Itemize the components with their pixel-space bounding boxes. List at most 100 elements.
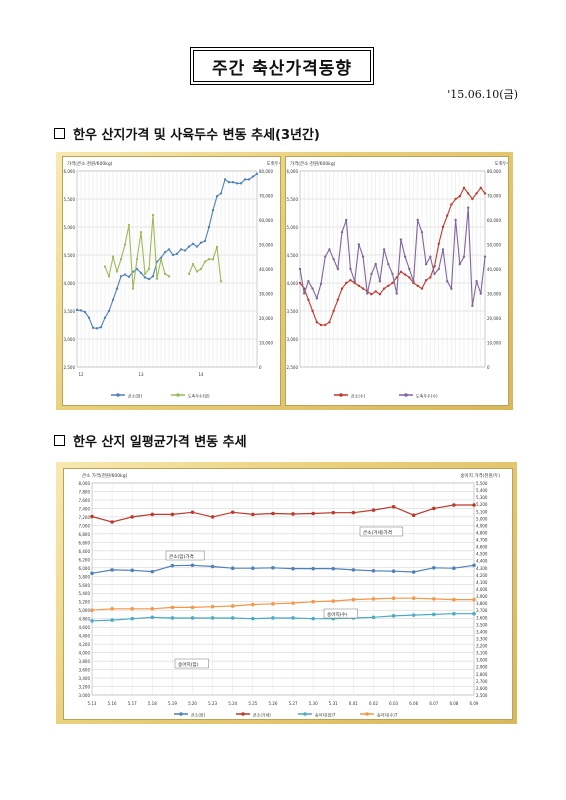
data-point [163,272,167,276]
data-point [255,172,259,175]
left-tick-label: 4,000 [287,281,299,286]
data-point [179,248,183,251]
legend-marker [179,712,183,716]
right-tick-label: 4,900 [476,523,488,528]
data-point [75,308,79,312]
data-point [119,275,123,278]
data-point [454,197,457,201]
legend-marker [339,393,343,397]
data-point [311,309,314,313]
legend-label: 도축두수(암) [188,393,210,399]
left-tick-label: 6,400 [79,549,91,554]
right-tick-label: 50,000 [259,243,273,248]
data-point [251,602,255,607]
data-point [371,615,376,620]
legend-label: 큰소(수) [351,393,366,399]
data-point [315,297,319,300]
left-tick-label: 4,800 [79,617,91,622]
data-point [431,597,436,601]
right-tick-label: 4,700 [476,538,488,543]
annotation-label: 큰소(거세)가격 [363,529,392,536]
legend-marker [404,393,408,397]
data-point [370,272,373,276]
plot-area [91,482,475,696]
data-point [458,262,461,266]
right-tick-label: 5,200 [476,502,488,507]
data-point [143,272,147,276]
x-tick-label: 5.26 [268,701,277,706]
x-tick-label: 5.25 [248,701,257,706]
data-point [150,512,155,517]
data-point [83,310,87,314]
data-point [119,258,123,261]
x-tick-label: 6.02 [369,701,378,706]
data-point [391,569,396,573]
data-point [211,209,215,212]
data-point [466,206,470,209]
right-tick-label: 4,000 [476,587,488,592]
data-point [251,512,255,517]
data-point [472,611,476,616]
left-tick-label: 3,000 [287,337,299,342]
x-tick-label: 5.27 [289,701,298,706]
data-point [420,287,424,290]
data-point [130,616,135,621]
data-point [471,197,474,201]
data-point [399,238,403,241]
right-tick-label: 70,000 [487,194,501,199]
right-tick-label: 5,300 [476,495,488,500]
right-tick-label: 3,200 [476,644,488,649]
data-point [175,252,179,256]
legend-marker [241,712,245,716]
data-point [131,287,135,290]
right-tick-label: 4,200 [476,573,488,578]
data-point [183,249,187,252]
data-point [472,503,476,507]
left-tick-label: 3,200 [79,685,91,690]
data-point [271,566,275,570]
data-point [387,262,390,266]
data-point [210,564,215,569]
left-tick-label: 5,800 [79,574,91,579]
data-point [150,606,155,611]
x-tick-label: 5.24 [228,701,237,706]
x-tick-label: 5.19 [168,701,177,706]
legend-label: 송아지(수)7 [377,712,398,718]
data-point [452,597,456,602]
right-tick-label: 5,500 [476,481,488,486]
data-point [230,616,235,620]
chart-panel-1: 6,000 5,500 5,000 4,500 4,000 3,500 3,000 2,500… [62,156,283,406]
data-point [382,287,386,290]
x-tick-label: 6.01 [349,701,358,706]
data-point [324,255,327,258]
data-point [139,271,143,275]
data-point [472,563,476,568]
data-point [147,267,151,271]
left-tick-label: 5,500 [287,197,299,202]
annotation-box [165,550,205,561]
data-point [424,262,428,266]
right-axis-label: 도축두수 [266,160,280,167]
data-point [230,566,235,571]
right-tick-label: 2,700 [476,679,488,684]
right-tick-label: 4,300 [476,566,488,571]
right-tick-label: 80,000 [487,169,501,174]
data-point [107,275,111,278]
data-point [403,255,407,258]
data-point [187,272,191,276]
legend-label: 송아지(암)7 [315,712,336,718]
left-tick-label: 3,600 [79,668,91,673]
data-point [191,242,195,245]
data-point [130,568,135,573]
data-point [195,270,199,273]
data-point [199,267,203,271]
x-tick-label: 5.17 [128,701,137,706]
data-point [332,258,335,261]
data-point [424,279,428,282]
right-tick-label: 50,000 [487,243,501,248]
left-tick-label: 5,000 [79,608,91,613]
data-point [90,608,94,612]
legend-label: 큰소(거세) [253,712,271,718]
data-point [452,503,456,507]
data-point [115,270,119,273]
